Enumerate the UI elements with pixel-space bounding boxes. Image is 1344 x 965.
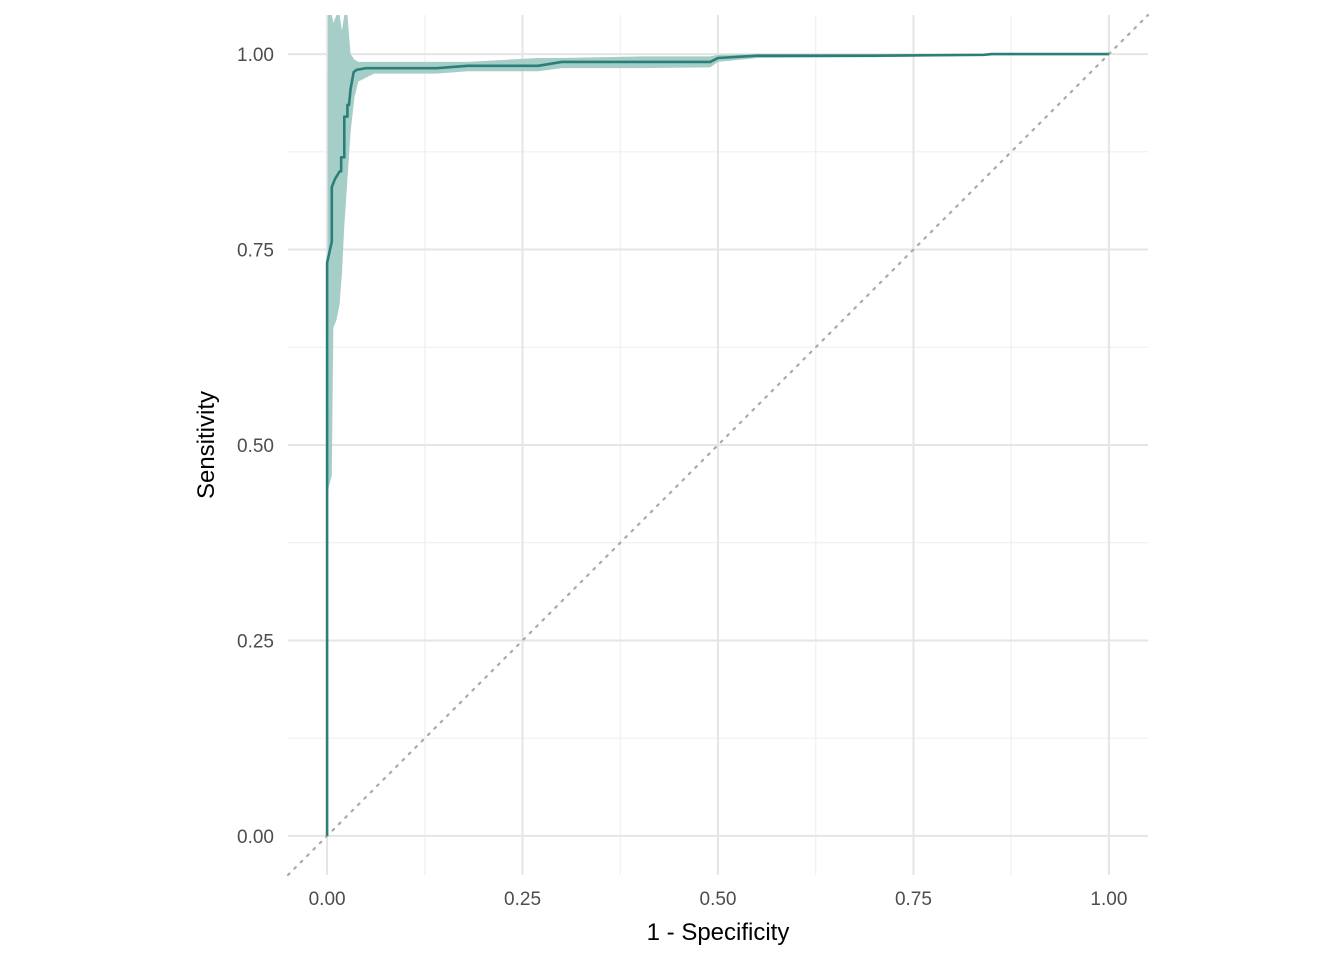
x-tick-label: 1.00 <box>1090 889 1127 910</box>
x-tick-label: 0.00 <box>309 889 346 910</box>
x-tick-label: 0.75 <box>895 889 932 910</box>
y-tick-label: 0.25 <box>237 631 274 652</box>
y-axis-title: Sensitivity <box>193 391 220 499</box>
x-axis-title: 1 - Specificity <box>647 919 790 946</box>
x-tick-label: 0.25 <box>504 889 541 910</box>
y-tick-label: 0.00 <box>237 827 274 848</box>
y-tick-label: 1.00 <box>237 45 274 66</box>
roc-curve-layer <box>325 52 1109 836</box>
grid-layer <box>288 15 1148 875</box>
roc-curve <box>325 52 1109 836</box>
y-tick-label: 0.75 <box>237 241 274 262</box>
y-tick-label: 0.50 <box>237 436 274 457</box>
y-tick-labels: 0.00 0.25 0.50 0.75 1.00 <box>237 45 274 848</box>
x-tick-label: 0.50 <box>700 889 737 910</box>
x-tick-labels: 0.00 0.25 0.50 0.75 1.00 <box>309 889 1128 910</box>
